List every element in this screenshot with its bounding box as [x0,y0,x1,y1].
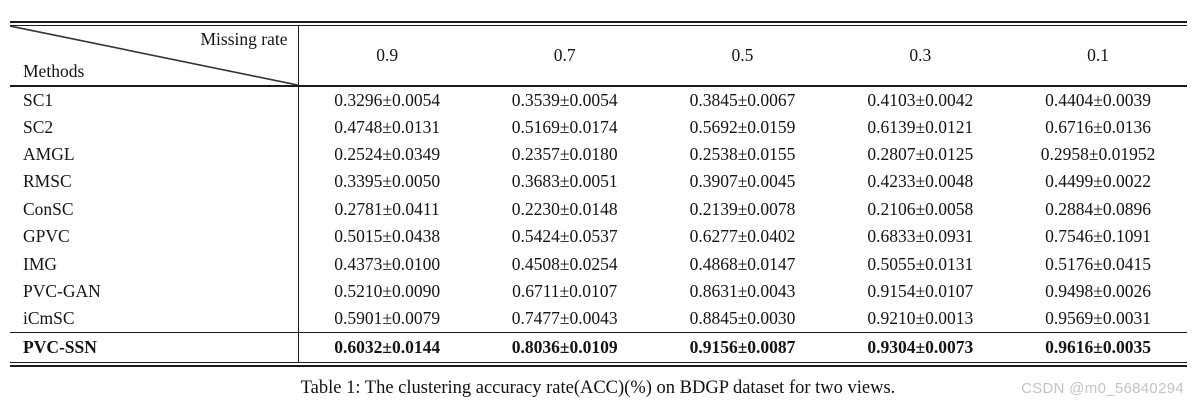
bottom-rule-inner [10,361,1187,363]
table-row-gpvc: GPVC 0.5015±0.0438 0.5424±0.0537 0.6277±… [10,222,1187,251]
acc-value: 0.4233±0.0048 [867,171,974,192]
acc-value: 0.8036±0.0109 [475,332,654,362]
acc-value: 0.9616±0.0035 [1009,332,1187,362]
acc-value: 0.9498±0.0026 [1045,280,1152,301]
table-caption: Table 1: The clustering accuracy rate(AC… [300,378,896,398]
acc-value: 0.6716±0.0136 [1045,116,1152,137]
acc-value: 0.2106±0.0058 [867,198,974,219]
acc-value: 0.5424±0.0537 [511,226,618,247]
acc-value: 0.4373±0.0100 [334,253,441,274]
column-header-0.5: 0.5 [653,26,832,87]
table-row-rmsc: RMSC 0.3395±0.0050 0.3683±0.0051 0.3907±… [10,168,1187,196]
table-area: Missing rate Methods 0.9 0.7 0.5 0.3 0.1… [10,21,1187,367]
acc-value: 0.4404±0.0039 [1045,89,1152,110]
acc-value: 0.3395±0.0050 [334,171,441,192]
acc-value: 0.9210±0.0013 [867,308,974,329]
acc-value: 0.2884±0.0896 [1045,198,1152,219]
bottom-rule-outer [10,364,1187,367]
method-name: PVC-SSN [10,332,299,362]
acc-value: 0.9156±0.0087 [653,332,832,362]
method-name: SC1 [10,86,299,114]
acc-value: 0.2139±0.0078 [689,198,796,219]
method-name: ConSC [10,195,299,223]
acc-value: 0.5901±0.0079 [334,308,441,329]
acc-value: 0.5169±0.0174 [511,116,618,137]
method-name: iCmSC [10,305,299,333]
acc-value: 0.9304±0.0073 [831,332,1010,362]
acc-value: 0.4508±0.0254 [511,253,618,274]
acc-value: 0.2357±0.0180 [511,143,618,164]
acc-value: 0.8845±0.0030 [689,308,796,329]
table-row-icmsc: iCmSC 0.5901±0.0079 0.7477±0.0043 0.8845… [10,305,1187,333]
bottom-rule-gap [10,362,1187,365]
table-row-pvc-ssn: PVC-SSN 0.6032±0.0144 0.8036±0.0109 0.91… [10,332,1187,362]
acc-value: 0.5210±0.0090 [334,280,441,301]
method-name: SC2 [10,113,299,141]
acc-value: 0.6833±0.0931 [867,226,974,247]
acc-value: 0.5055±0.0131 [867,253,974,274]
acc-value: 0.2807±0.0125 [867,143,974,164]
acc-value: 0.3296±0.0054 [334,89,441,110]
acc-value: 0.5692±0.0159 [689,116,796,137]
acc-value: 0.3539±0.0054 [511,89,618,110]
acc-value: 0.8631±0.0043 [689,280,796,301]
column-header-0.7: 0.7 [475,26,654,87]
acc-value: 0.4103±0.0042 [867,89,974,110]
diagonal-header-cell: Missing rate Methods [10,26,299,87]
method-name: PVC-GAN [10,277,299,306]
column-header-0.3: 0.3 [831,26,1010,87]
acc-value: 0.5176±0.0415 [1045,253,1152,274]
diagonal-line [10,26,298,85]
acc-value: 0.3907±0.0045 [689,171,796,192]
method-name: RMSC [10,168,299,196]
acc-value: 0.6139±0.0121 [867,116,974,137]
missing-rate-label: Missing rate [200,29,288,49]
top-rule-outer [10,21,1187,23]
results-table: Missing rate Methods 0.9 0.7 0.5 0.3 0.1… [10,26,1187,362]
acc-value: 0.2230±0.0148 [511,198,618,219]
table-row-img: IMG 0.4373±0.0100 0.4508±0.0254 0.4868±0… [10,250,1187,278]
acc-value: 0.2538±0.0155 [689,143,796,164]
table-row-sc2: SC2 0.4748±0.0131 0.5169±0.0174 0.5692±0… [10,113,1187,141]
method-name: AMGL [10,140,299,169]
methods-label: Methods [23,61,85,81]
acc-value: 0.4748±0.0131 [334,116,441,137]
acc-value: 0.2524±0.0349 [334,143,441,164]
table-row-consc: ConSC 0.2781±0.0411 0.2230±0.0148 0.2139… [10,195,1187,223]
method-name: GPVC [10,222,299,251]
caption-row: Table 1: The clustering accuracy rate(AC… [0,378,1196,399]
method-name: IMG [10,250,299,278]
acc-value: 0.9154±0.0107 [867,280,974,301]
acc-value: 0.4868±0.0147 [689,253,796,274]
column-header-0.1: 0.1 [1009,26,1187,87]
acc-value: 0.7546±0.1091 [1045,226,1152,247]
watermark: CSDN @m0_56840294 [1021,380,1184,397]
acc-value: 0.3845±0.0067 [689,89,796,110]
acc-value: 0.9569±0.0031 [1045,308,1152,329]
table-row-sc1: SC1 0.3296±0.0054 0.3539±0.0054 0.3845±0… [10,86,1187,114]
top-rule-inner [10,25,1187,26]
table-row-amgl: AMGL 0.2524±0.0349 0.2357±0.0180 0.2538±… [10,140,1187,169]
acc-value: 0.2781±0.0411 [334,198,440,219]
column-header-0.9: 0.9 [298,26,476,87]
acc-value: 0.6277±0.0402 [689,226,796,247]
header-row: Missing rate Methods 0.9 0.7 0.5 0.3 0.1 [10,26,1187,87]
acc-value: 0.5015±0.0438 [334,226,441,247]
acc-value: 0.4499±0.0022 [1045,171,1152,192]
acc-value: 0.7477±0.0043 [511,308,618,329]
top-rule-gap [10,23,1187,25]
acc-value: 0.3683±0.0051 [511,171,618,192]
table-row-pvc-gan: PVC-GAN 0.5210±0.0090 0.6711±0.0107 0.86… [10,277,1187,306]
acc-value: 0.2958±0.01952 [1040,143,1156,164]
acc-value: 0.6711±0.0107 [512,280,618,301]
acc-value: 0.6032±0.0144 [298,332,476,362]
